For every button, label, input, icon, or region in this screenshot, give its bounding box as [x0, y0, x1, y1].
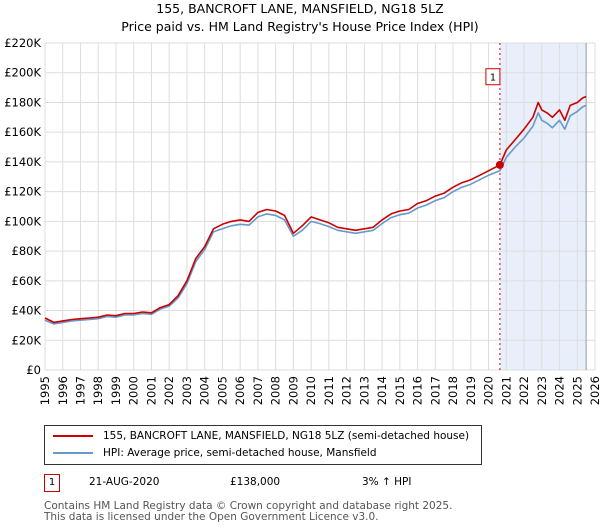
transaction-hpi-change: 3% ↑ HPI: [362, 476, 412, 488]
x-tick-label: 2025: [570, 376, 584, 405]
x-tick-label: 2007: [251, 376, 265, 405]
x-tick-label: 2012: [340, 376, 354, 405]
x-tick-label: 2014: [375, 376, 389, 405]
x-tick-label: 2016: [411, 376, 425, 405]
legend-swatch-hpi: [53, 452, 93, 454]
x-tick-label: 2009: [286, 376, 300, 405]
legend-swatch-property: [53, 435, 93, 437]
x-tick-label: 2000: [127, 376, 141, 405]
post-purchase-shade: [499, 43, 587, 370]
sale-point: [495, 160, 504, 169]
x-tick-label: 2008: [269, 376, 283, 405]
footer-line-2: This data is licensed under the Open Gov…: [44, 511, 379, 523]
y-tick-label: £140K: [4, 155, 41, 169]
x-tick-label: 2017: [428, 376, 442, 405]
legend-label-property: 155, BANCROFT LANE, MANSFIELD, NG18 5LZ …: [103, 430, 470, 442]
x-tick-label: 2024: [553, 376, 567, 405]
x-tick-label: 2022: [517, 376, 531, 405]
transaction-date: 21-AUG-2020: [89, 476, 160, 488]
y-tick-label: £100K: [4, 214, 41, 228]
x-tick-label: 2026: [588, 376, 600, 405]
x-tick-label: 1999: [109, 376, 123, 405]
y-tick-label: £120K: [4, 185, 41, 199]
y-tick-label: £0: [26, 363, 41, 377]
x-tick-label: 1998: [91, 376, 105, 405]
x-tick-label: 2004: [198, 376, 212, 405]
y-tick-label: £200K: [4, 66, 41, 80]
series-line-property: [44, 95, 587, 324]
x-tick-label: 2011: [322, 376, 336, 405]
x-tick-label: 2023: [535, 376, 549, 405]
x-tick-label: 2015: [393, 376, 407, 405]
x-tick-label: 2013: [357, 376, 371, 405]
x-tick-label: 2019: [464, 376, 478, 405]
transaction-marker: 1: [44, 474, 60, 492]
price-chart: 155, BANCROFT LANE, MANSFIELD, NG18 5LZ …: [4, 1, 600, 405]
x-tick-label: 1997: [74, 376, 88, 405]
legend: 155, BANCROFT LANE, MANSFIELD, NG18 5LZ …: [44, 425, 482, 465]
footer: Contains HM Land Registry data © Crown c…: [44, 501, 584, 523]
legend-label-hpi: HPI: Average price, semi-detached house,…: [103, 447, 377, 459]
transaction-row: 1 21-AUG-2020 £138,000 3% ↑ HPI: [44, 474, 564, 494]
x-tick-label: 2010: [304, 376, 318, 405]
y-tick-label: £20K: [12, 333, 42, 347]
chart-title: 155, BANCROFT LANE, MANSFIELD, NG18 5LZ: [156, 1, 443, 16]
x-tick-label: 2002: [162, 376, 176, 405]
x-tick-label: 1996: [56, 376, 70, 405]
y-tick-label: £60K: [12, 274, 42, 288]
x-tick-label: 2001: [144, 376, 158, 405]
y-tick-label: £40K: [12, 304, 42, 318]
x-tick-label: 2005: [215, 376, 229, 405]
y-tick-label: £180K: [4, 95, 41, 109]
x-tick-label: 2020: [482, 376, 496, 405]
footer-line-1: Contains HM Land Registry data © Crown c…: [44, 500, 453, 512]
chart-subtitle: Price paid vs. HM Land Registry's House …: [121, 19, 478, 34]
x-tick-label: 2018: [446, 376, 460, 405]
x-tick-label: 1995: [38, 376, 52, 405]
x-tick-label: 2021: [499, 376, 513, 405]
annotation-box: [485, 68, 501, 86]
series-line-hpi: [44, 104, 587, 325]
x-tick-label: 2003: [180, 376, 194, 405]
y-tick-label: £80K: [12, 244, 42, 258]
transaction-price: £138,000: [230, 476, 281, 488]
annotation-label: 1: [490, 73, 496, 84]
y-tick-label: £220K: [4, 36, 41, 50]
x-tick-label: 2006: [233, 376, 247, 405]
y-tick-label: £160K: [4, 125, 41, 139]
